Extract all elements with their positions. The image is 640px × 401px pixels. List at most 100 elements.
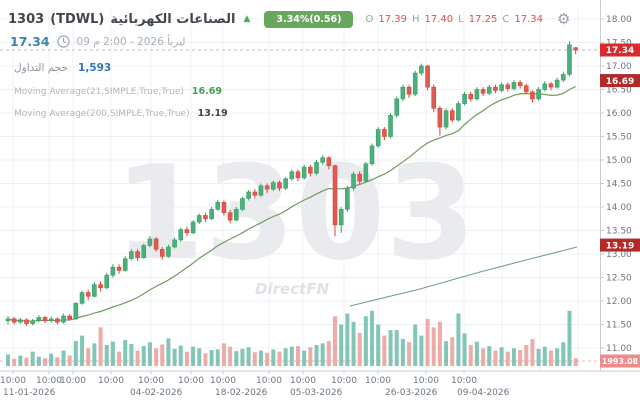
candle-body	[548, 83, 554, 88]
ma21-legend: Moving Average(21,SIMPLE,True,True) 16.6…	[14, 86, 222, 97]
volume-bar	[407, 342, 412, 366]
volume-bar	[277, 351, 282, 366]
volume-bar	[326, 341, 331, 366]
candle-body	[493, 86, 498, 91]
y-axis-tick-label: 12.50	[606, 274, 632, 284]
volume-bar	[419, 335, 424, 366]
candle-body	[499, 84, 504, 91]
volume-bar	[530, 338, 535, 366]
symbol-ticker: (TDWL)	[50, 11, 105, 27]
volume-bar	[333, 316, 338, 366]
open-value: 17.39	[378, 13, 407, 25]
volume-bar	[518, 349, 523, 366]
y-axis-tick-label: 17.50	[606, 39, 632, 49]
volume-bar	[363, 316, 368, 366]
candle-body	[573, 47, 578, 51]
close-label: C	[502, 13, 510, 25]
candle-body	[431, 86, 437, 109]
ma200-value: 13.19	[197, 108, 228, 119]
volume-bar	[24, 357, 29, 366]
ma200-label: Moving Average(200,SIMPLE,True,True)	[14, 108, 190, 119]
volume-bar	[43, 358, 48, 366]
y-axis-price-badge	[600, 74, 640, 88]
volume-bar	[425, 319, 430, 366]
y-axis-price-badge	[600, 238, 640, 252]
x-axis-date-label: 05-03-2026	[290, 388, 343, 398]
volume-bar	[104, 345, 109, 366]
y-axis-tick-label: 15.00	[606, 156, 632, 166]
candle-body	[24, 319, 29, 324]
candle-body	[172, 239, 177, 248]
volume-bar	[468, 345, 473, 366]
watermark-symbol: 1303	[114, 137, 476, 289]
y-axis-tick-label: 14.00	[606, 203, 632, 213]
volume-bar	[511, 348, 516, 366]
candle-body	[98, 284, 103, 289]
last-price-value: 17.34	[10, 34, 50, 49]
y-axis-tick-label: 11.50	[606, 321, 632, 331]
low-label: L	[458, 13, 464, 25]
candle-body	[110, 266, 116, 276]
volume-bar	[388, 330, 393, 366]
volume-bar	[431, 327, 436, 366]
volume-bar	[271, 349, 276, 366]
candle-body	[141, 245, 147, 259]
candle-body	[308, 166, 313, 174]
clock-icon	[56, 35, 70, 48]
ma21-value: 16.69	[191, 86, 222, 97]
candle-body	[382, 129, 387, 137]
candle-body	[326, 157, 332, 166]
candle-body	[67, 315, 72, 320]
x-axis-time-label: 10:00	[413, 376, 439, 386]
candle-body	[560, 74, 566, 81]
x-axis-time-label: 10:00	[60, 376, 86, 386]
x-axis-date-label: 26-03-2026	[385, 388, 438, 398]
x-axis-date-label: 04-02-2026	[130, 388, 183, 398]
candle-body	[314, 162, 319, 174]
candle-body	[178, 229, 184, 241]
candle-body	[196, 215, 202, 223]
volume-bar	[160, 344, 165, 366]
candle-body	[252, 191, 258, 196]
candle-body	[92, 284, 97, 297]
x-axis-time-label: 10:00	[178, 376, 204, 386]
candle-body	[166, 246, 171, 257]
high-value: 17.40	[424, 13, 454, 25]
symbol-code: 1303	[8, 11, 45, 27]
bar-datetime: 09 م 2:00 - 2026 أبريل	[76, 35, 186, 48]
x-axis-time-label: 10:00	[210, 376, 236, 386]
volume-bar	[339, 324, 344, 366]
candle-body	[554, 79, 560, 88]
candle-body	[147, 238, 153, 246]
candle-body	[104, 274, 110, 289]
candle-body	[357, 173, 362, 182]
volume-bar	[320, 343, 325, 366]
candle-body	[419, 65, 424, 74]
volume-bar	[283, 348, 288, 366]
candle-body	[18, 319, 23, 323]
high-label: H	[411, 13, 420, 25]
volume-legend: حجم التداول 1,593	[14, 62, 111, 74]
candle-body	[61, 315, 66, 323]
volume-bar	[376, 324, 381, 366]
open-label: O	[365, 13, 374, 25]
x-axis-date-label: 11-01-2026	[3, 388, 56, 398]
x-axis-time-label: 10:00	[36, 376, 62, 386]
volume-bar	[394, 330, 399, 366]
low-value: 17.25	[468, 13, 498, 25]
volume-bar	[141, 346, 146, 366]
volume-label: حجم التداول	[14, 62, 69, 74]
last-price-row: 17.34 09 م 2:00 - 2026 أبريل	[10, 34, 185, 49]
volume-bar	[444, 341, 449, 366]
price-up-arrow-icon: ▲	[243, 14, 251, 24]
candle-body	[351, 173, 356, 189]
change-percent-badge: 3.34%(0.56)	[264, 10, 354, 28]
settings-gear-icon[interactable]: ⚙	[557, 10, 571, 28]
candle-body	[523, 85, 529, 93]
y-axis-price-badge	[600, 43, 640, 57]
candle-body	[437, 108, 443, 128]
volume-bar	[129, 343, 134, 366]
candle-body	[277, 182, 282, 189]
